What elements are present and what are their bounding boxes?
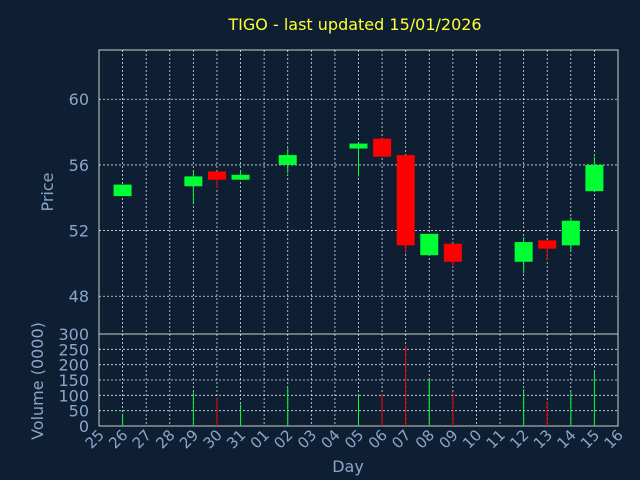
candle-body	[113, 184, 132, 197]
x-tick-label: 13	[530, 426, 556, 452]
price-tick-label: 48	[69, 287, 89, 306]
x-tick-label: 26	[105, 426, 131, 452]
candle-body	[373, 138, 392, 157]
price-tick-label: 60	[69, 90, 89, 109]
price-panel: 48 52 56 60	[69, 49, 619, 335]
x-tick-label: 06	[365, 426, 391, 452]
candle-body	[396, 155, 415, 246]
volume-tick-label: 200	[58, 356, 89, 375]
candle-body	[349, 143, 368, 149]
x-tick-label: 10	[459, 426, 485, 452]
candle-body	[231, 174, 250, 180]
x-tick-labels: 2526272829303101020304050607080910111213…	[82, 426, 627, 452]
x-tick-label: 02	[270, 426, 296, 452]
chart-title: TIGO - last updated 15/01/2026	[227, 15, 481, 34]
x-tick-label: 30	[200, 426, 226, 452]
volume-tick-label: 300	[58, 325, 89, 344]
x-tick-label: 01	[247, 426, 273, 452]
x-tick-label: 31	[223, 426, 249, 452]
price-tick-label: 56	[69, 156, 89, 175]
x-tick-label: 08	[412, 426, 438, 452]
x-tick-label: 09	[435, 426, 461, 452]
price-tick-label: 52	[69, 222, 89, 241]
candle-body	[585, 164, 604, 192]
volume-tick-label: 50	[69, 402, 89, 421]
day-axis-title: Day	[332, 457, 364, 476]
volume-tick-label: 150	[58, 371, 89, 390]
candle-body	[514, 242, 533, 262]
x-tick-label: 29	[176, 426, 202, 452]
price-axis-title: Price	[38, 172, 57, 211]
x-tick-label: 27	[129, 426, 155, 452]
x-tick-label: 12	[506, 426, 532, 452]
x-tick-label: 28	[152, 426, 178, 452]
x-tick-label: 03	[294, 426, 320, 452]
x-tick-label: 15	[577, 426, 603, 452]
candle-body	[443, 243, 462, 262]
candle-body	[207, 171, 226, 180]
candle-body	[184, 176, 203, 187]
x-tick-label: 04	[318, 426, 344, 452]
candle-body	[420, 233, 439, 256]
volume-tick-label: 0	[79, 417, 89, 436]
candle-body	[278, 155, 297, 165]
volume-tick-label: 100	[58, 386, 89, 405]
volume-tick-label: 250	[58, 340, 89, 359]
candle-body	[538, 240, 557, 249]
x-tick-label: 11	[483, 426, 509, 452]
candle-body	[561, 220, 580, 246]
x-tick-label: 14	[553, 426, 579, 452]
x-tick-label: 16	[601, 426, 627, 452]
x-tick-label: 07	[388, 426, 414, 452]
volume-axis-title: Volume (0000)	[28, 322, 47, 440]
x-tick-label: 05	[341, 426, 367, 452]
